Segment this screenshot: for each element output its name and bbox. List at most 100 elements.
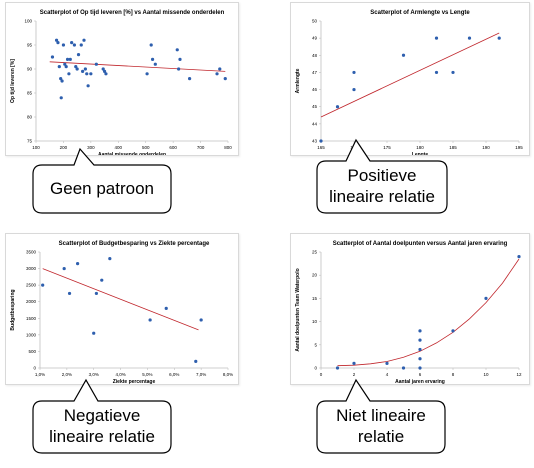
y-tick-label: 90 [27, 67, 33, 72]
y-tick-label: 75 [27, 139, 33, 144]
chart-panel-no-pattern: Scatterplot of Op tijd leveren [%] vs Aa… [5, 2, 239, 156]
y-tick-label: 50 [312, 19, 318, 24]
callout-bubble [316, 138, 448, 214]
x-tick-label: 8 [452, 372, 455, 377]
data-point [215, 72, 219, 76]
chart-panel-nonlinear: Scatterplot of Aantal doelpunten versus … [290, 233, 530, 385]
y-tick-label: 45 [312, 104, 318, 109]
x-axis-label: Aantal missende onderdelen [98, 152, 166, 155]
chart-title: Scatterplot of Op tijd leveren [%] vs Aa… [40, 10, 225, 16]
data-point [85, 72, 89, 76]
data-point [148, 318, 152, 322]
x-tick-label: 3,0% [89, 372, 99, 377]
data-point [76, 262, 80, 266]
chart-panel-positive: Scatterplot of Armlengte vs Lengte165170… [290, 2, 530, 156]
x-tick-label: 200 [60, 145, 68, 150]
data-point [94, 291, 98, 296]
data-point [335, 105, 340, 109]
x-tick-label: 190 [482, 145, 490, 150]
data-point [81, 69, 85, 73]
y-tick-label: 48 [312, 53, 318, 58]
data-point [164, 306, 168, 310]
x-tick-label: 8,0% [223, 372, 233, 377]
y-axis-label: Armlengte [295, 68, 301, 93]
callout-bubble [32, 147, 172, 214]
y-tick-label: 3000 [26, 266, 37, 271]
x-tick-label: 600 [169, 145, 177, 150]
x-tick-label: 1,0% [35, 372, 45, 377]
data-point [484, 296, 488, 300]
chart-title: Scatterplot of Budgetbesparing vs Ziekte… [59, 241, 210, 247]
y-tick-label: 2000 [26, 299, 37, 304]
data-point [70, 41, 74, 45]
trendline [337, 258, 520, 367]
chart-panel-negative: Scatterplot of Budgetbesparing vs Ziekte… [5, 233, 239, 385]
x-tick-label: 12 [516, 372, 522, 377]
data-point [108, 257, 112, 261]
data-point [83, 67, 87, 71]
data-point [74, 65, 78, 69]
x-tick-label: 5,0% [142, 372, 152, 377]
data-point [67, 291, 72, 296]
x-tick-label: 6,0% [169, 372, 179, 377]
data-point [418, 329, 422, 333]
data-point [517, 255, 521, 259]
y-axis-label: Op tijd leveren [%] [10, 59, 16, 103]
data-point [104, 72, 108, 76]
y-tick-label: 500 [28, 349, 36, 354]
data-point [72, 43, 76, 47]
data-point [50, 55, 55, 59]
y-tick-label: 47 [312, 70, 318, 75]
callout-positive-linear: Positieve lineaire relatie [316, 138, 448, 214]
trendline [320, 32, 500, 118]
data-point [100, 278, 104, 282]
chart-title: Scatterplot of Aantal doelpunten versus … [333, 241, 508, 247]
data-point [150, 57, 155, 62]
callout-negative-linear: Negatieve lineaire relatie [32, 378, 172, 454]
callout-line: lineaire relatie [49, 427, 155, 446]
scatter-chart-positive: Scatterplot of Armlengte vs Lengte165170… [295, 10, 523, 155]
x-tick-label: 800 [224, 145, 232, 150]
data-point [102, 69, 107, 73]
y-tick-label: 95 [27, 43, 33, 48]
data-point [56, 41, 60, 45]
data-point [199, 318, 203, 322]
x-tick-label: 700 [197, 145, 205, 150]
x-tick-label: 165 [317, 145, 325, 150]
scatter-chart-negative: Scatterplot of Budgetbesparing vs Ziekte… [10, 241, 233, 384]
data-point [218, 67, 222, 71]
data-point [434, 36, 439, 40]
x-tick-label: 100 [32, 145, 40, 150]
callout-line: Negatieve [63, 406, 141, 425]
y-tick-label: 10 [312, 319, 318, 324]
callout-no-pattern: Geen patroon [32, 147, 172, 214]
data-point [418, 347, 422, 352]
data-point [385, 361, 389, 365]
data-point [188, 77, 192, 81]
x-tick-label: 2 [353, 372, 356, 377]
data-point [352, 70, 356, 75]
trendline [49, 61, 226, 72]
data-point [65, 57, 70, 62]
data-point [467, 36, 472, 40]
chart-title: Scatterplot of Armlengte vs Lengte [370, 10, 470, 16]
data-point [434, 70, 439, 75]
x-tick-label: 180 [416, 145, 424, 150]
data-point [63, 62, 67, 66]
x-tick-label: 195 [515, 145, 523, 150]
data-point [57, 65, 61, 69]
callout-nonlinear: Niet lineaire relatie [316, 378, 446, 454]
x-tick-label: 500 [142, 145, 150, 150]
x-axis-label: Ziekte percentage [113, 379, 156, 384]
callout-text: Geen patroon [32, 178, 172, 199]
y-tick-label: 46 [312, 87, 318, 92]
scatter-chart-nonlinear: Scatterplot of Aantal doelpunten versus … [295, 241, 522, 384]
data-point [177, 67, 181, 71]
data-point [178, 57, 182, 62]
data-point [86, 84, 90, 88]
y-tick-label: 1000 [26, 332, 37, 337]
data-point [101, 67, 105, 71]
callout-line: relatie [357, 427, 405, 446]
y-tick-label: 43 [312, 139, 318, 144]
callout-bubble [32, 378, 172, 454]
